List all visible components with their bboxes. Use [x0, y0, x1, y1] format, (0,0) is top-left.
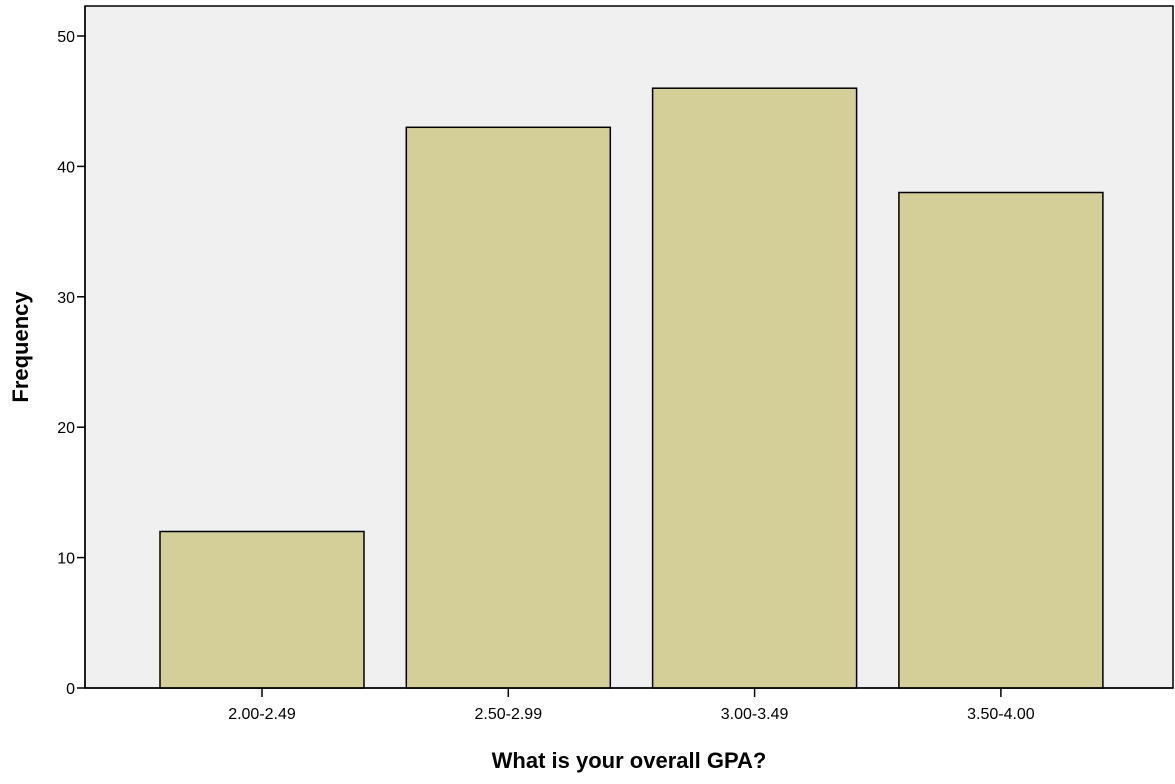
x-ticks-group: 2.00-2.49 2.50-2.99 3.00-3.49 3.50-4.00 — [228, 688, 1035, 723]
y-tick-label: 0 — [66, 681, 75, 698]
y-tick-label: 30 — [57, 290, 75, 307]
x-axis-title: What is your overall GPA? — [492, 748, 767, 773]
x-tick-label: 2.50-2.99 — [474, 706, 542, 723]
bar-2.00-2.49 — [159, 530, 365, 689]
x-tick-label: 2.00-2.49 — [228, 706, 296, 723]
y-tick-label: 40 — [57, 159, 75, 176]
bar-3.50-4.00 — [898, 191, 1104, 689]
bar-3.00-3.49 — [651, 87, 858, 689]
x-tick-label: 3.50-4.00 — [967, 706, 1035, 723]
bar-2.50-2.99 — [405, 126, 612, 689]
y-tick-label: 50 — [57, 29, 75, 46]
x-tick-label: 3.00-3.49 — [721, 706, 789, 723]
bars-group — [159, 87, 1104, 689]
y-tick-label: 10 — [57, 551, 75, 568]
y-ticks-group: 0 10 20 30 40 50 — [57, 29, 85, 698]
y-axis-title: Frequency — [8, 291, 33, 403]
y-tick-label: 20 — [57, 420, 75, 437]
